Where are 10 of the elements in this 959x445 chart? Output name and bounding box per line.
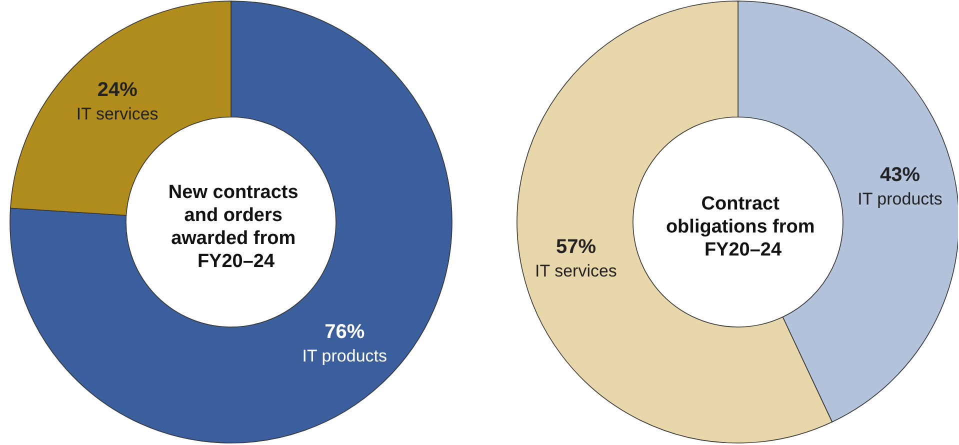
data-label: 43% — [880, 164, 920, 186]
data-label: 24% — [97, 78, 138, 101]
text: New contracts and orders awarded from FY20–24 — [168, 182, 304, 272]
slice-label: IT services — [535, 262, 617, 281]
slice-label: IT products — [858, 189, 942, 208]
data-label: 57% — [556, 236, 596, 258]
slice-label: IT services — [76, 104, 158, 124]
data-label: 76% — [324, 321, 365, 344]
slice-label: IT products — [302, 346, 387, 366]
text: Contract obligations from FY20–24 — [666, 194, 820, 260]
